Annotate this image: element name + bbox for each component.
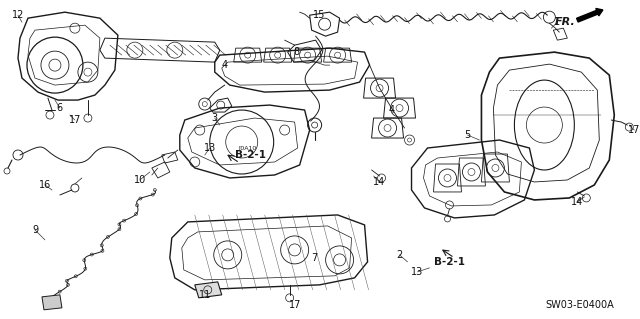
Text: 6: 6	[57, 103, 63, 113]
Text: 2: 2	[396, 250, 403, 260]
Text: 4: 4	[388, 105, 395, 115]
Text: 15: 15	[314, 10, 326, 20]
Text: 8: 8	[294, 47, 300, 57]
Text: 13: 13	[412, 267, 424, 277]
Text: 11: 11	[198, 290, 211, 300]
Text: 12: 12	[12, 10, 24, 20]
Text: SW03-E0400A: SW03-E0400A	[545, 300, 614, 310]
Text: 3: 3	[212, 113, 218, 123]
Text: 17: 17	[628, 125, 640, 135]
Text: 17: 17	[289, 300, 301, 310]
Text: 13: 13	[204, 143, 216, 153]
Text: 9: 9	[32, 225, 38, 235]
Polygon shape	[42, 295, 62, 310]
FancyArrow shape	[577, 9, 603, 22]
Text: 10: 10	[134, 175, 146, 185]
Text: 1: 1	[554, 17, 561, 27]
Text: 16: 16	[39, 180, 51, 190]
Text: 14: 14	[572, 197, 584, 207]
Text: [0A10: [0A10	[239, 145, 257, 151]
Text: 5: 5	[465, 130, 470, 140]
Polygon shape	[195, 282, 221, 298]
Text: 17: 17	[68, 115, 81, 125]
Text: 7: 7	[312, 253, 318, 263]
Text: FR.: FR.	[555, 17, 575, 27]
Text: B-2-1: B-2-1	[435, 257, 465, 267]
Text: 14: 14	[373, 177, 386, 187]
Text: B-2-1: B-2-1	[235, 150, 266, 160]
Text: 4: 4	[221, 60, 228, 70]
